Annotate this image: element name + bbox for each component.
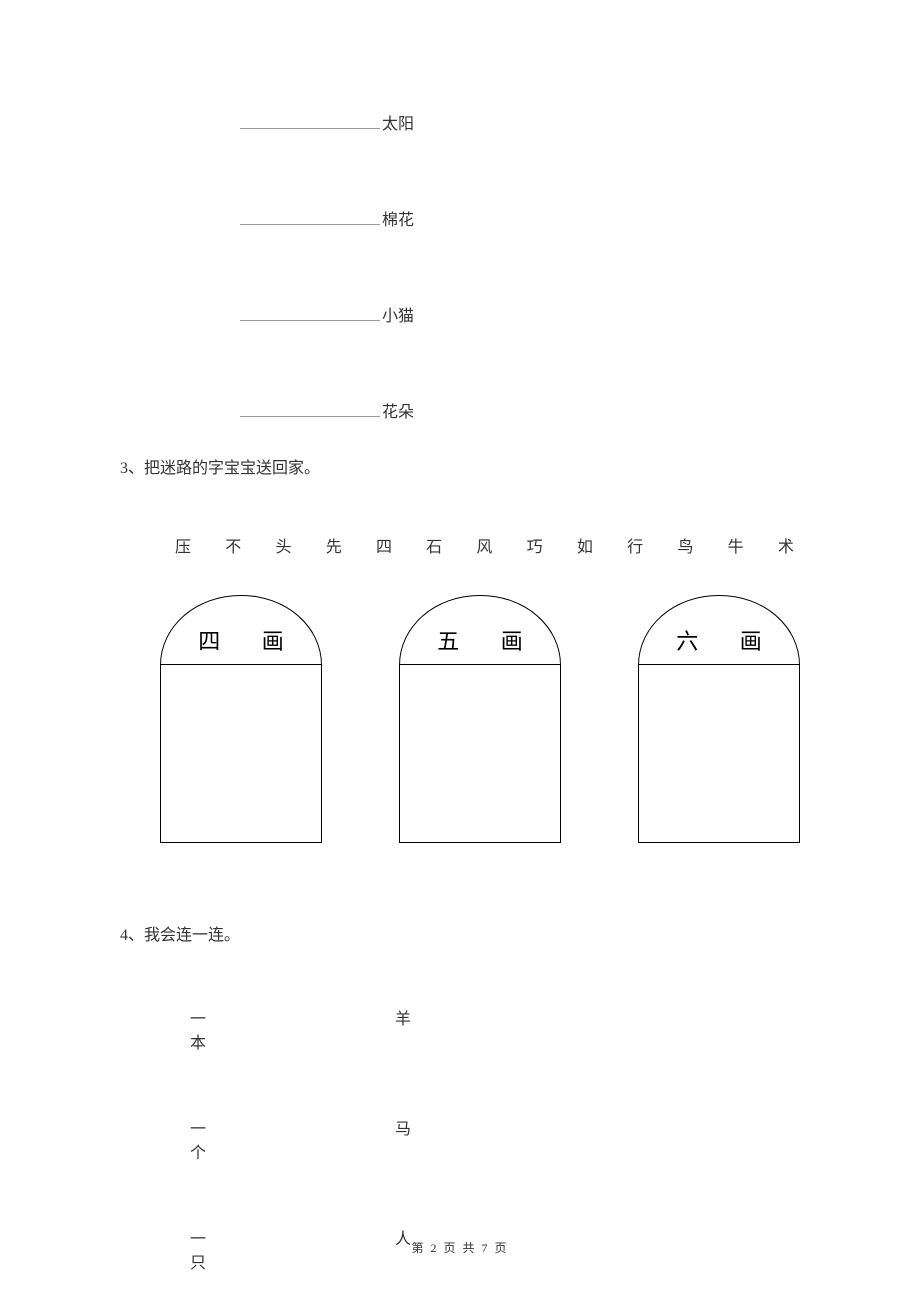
fill-blank-row: 小猫 [240,302,800,326]
house-roof: 六 画 [638,595,800,665]
house-roof-label: 六 画 [658,624,780,656]
blank-line[interactable] [240,401,380,417]
char-item: 鸟 [677,533,694,557]
fill-blank-row: 花朵 [240,398,800,422]
match-left: 一 本 [190,1005,250,1053]
match-left: 一 个 [190,1115,250,1163]
char-item: 如 [577,533,594,557]
char-item: 风 [476,533,493,557]
fill-blank-label: 小猫 [382,302,414,326]
blank-line[interactable] [240,305,380,321]
char-item: 头 [275,533,292,557]
char-item: 牛 [728,533,745,557]
house-five-strokes: 五 画 [399,595,561,843]
match-right: 羊 [395,1005,411,1053]
char-item: 石 [426,533,443,557]
page-footer: 第 2 页 共 7 页 [0,1239,920,1256]
match-row: 一 个 马 [190,1115,800,1163]
house-roof-label: 五 画 [419,624,541,656]
fill-blank-row: 太阳 [240,110,800,134]
char-row: 压 不 头 先 四 石 风 巧 如 行 鸟 牛 术 [175,533,795,557]
page-content: 太阳 棉花 小猫 花朵 3、把迷路的字宝宝送回家。 压 不 头 先 四 石 风 … [0,0,920,1273]
fill-blank-section: 太阳 棉花 小猫 花朵 [240,110,800,422]
house-body[interactable] [160,665,322,843]
house-roof: 五 画 [399,595,561,665]
house-four-strokes: 四 画 [160,595,322,843]
char-item: 压 [175,533,192,557]
match-rows: 一 本 羊 一 个 马 一 只 人 [190,1005,800,1273]
fill-blank-label: 太阳 [382,110,414,134]
fill-blank-label: 花朵 [382,398,414,422]
char-item: 巧 [527,533,544,557]
char-item: 不 [225,533,242,557]
house-roof: 四 画 [160,595,322,665]
blank-line[interactable] [240,113,380,129]
fill-blank-row: 棉花 [240,206,800,230]
houses-row: 四 画 五 画 六 画 [160,595,800,843]
question-3-heading: 3、把迷路的字宝宝送回家。 [120,454,800,478]
char-item: 术 [778,533,795,557]
house-roof-label: 四 画 [180,624,302,656]
fill-blank-label: 棉花 [382,206,414,230]
house-body[interactable] [399,665,561,843]
house-six-strokes: 六 画 [638,595,800,843]
match-right: 马 [395,1115,411,1163]
char-item: 行 [627,533,644,557]
match-row: 一 本 羊 [190,1005,800,1053]
char-item: 先 [326,533,343,557]
blank-line[interactable] [240,209,380,225]
house-body[interactable] [638,665,800,843]
question-4-heading: 4、我会连一连。 [120,921,800,945]
question-4-section: 4、我会连一连。 一 本 羊 一 个 马 一 只 人 [120,921,800,1273]
char-item: 四 [376,533,393,557]
